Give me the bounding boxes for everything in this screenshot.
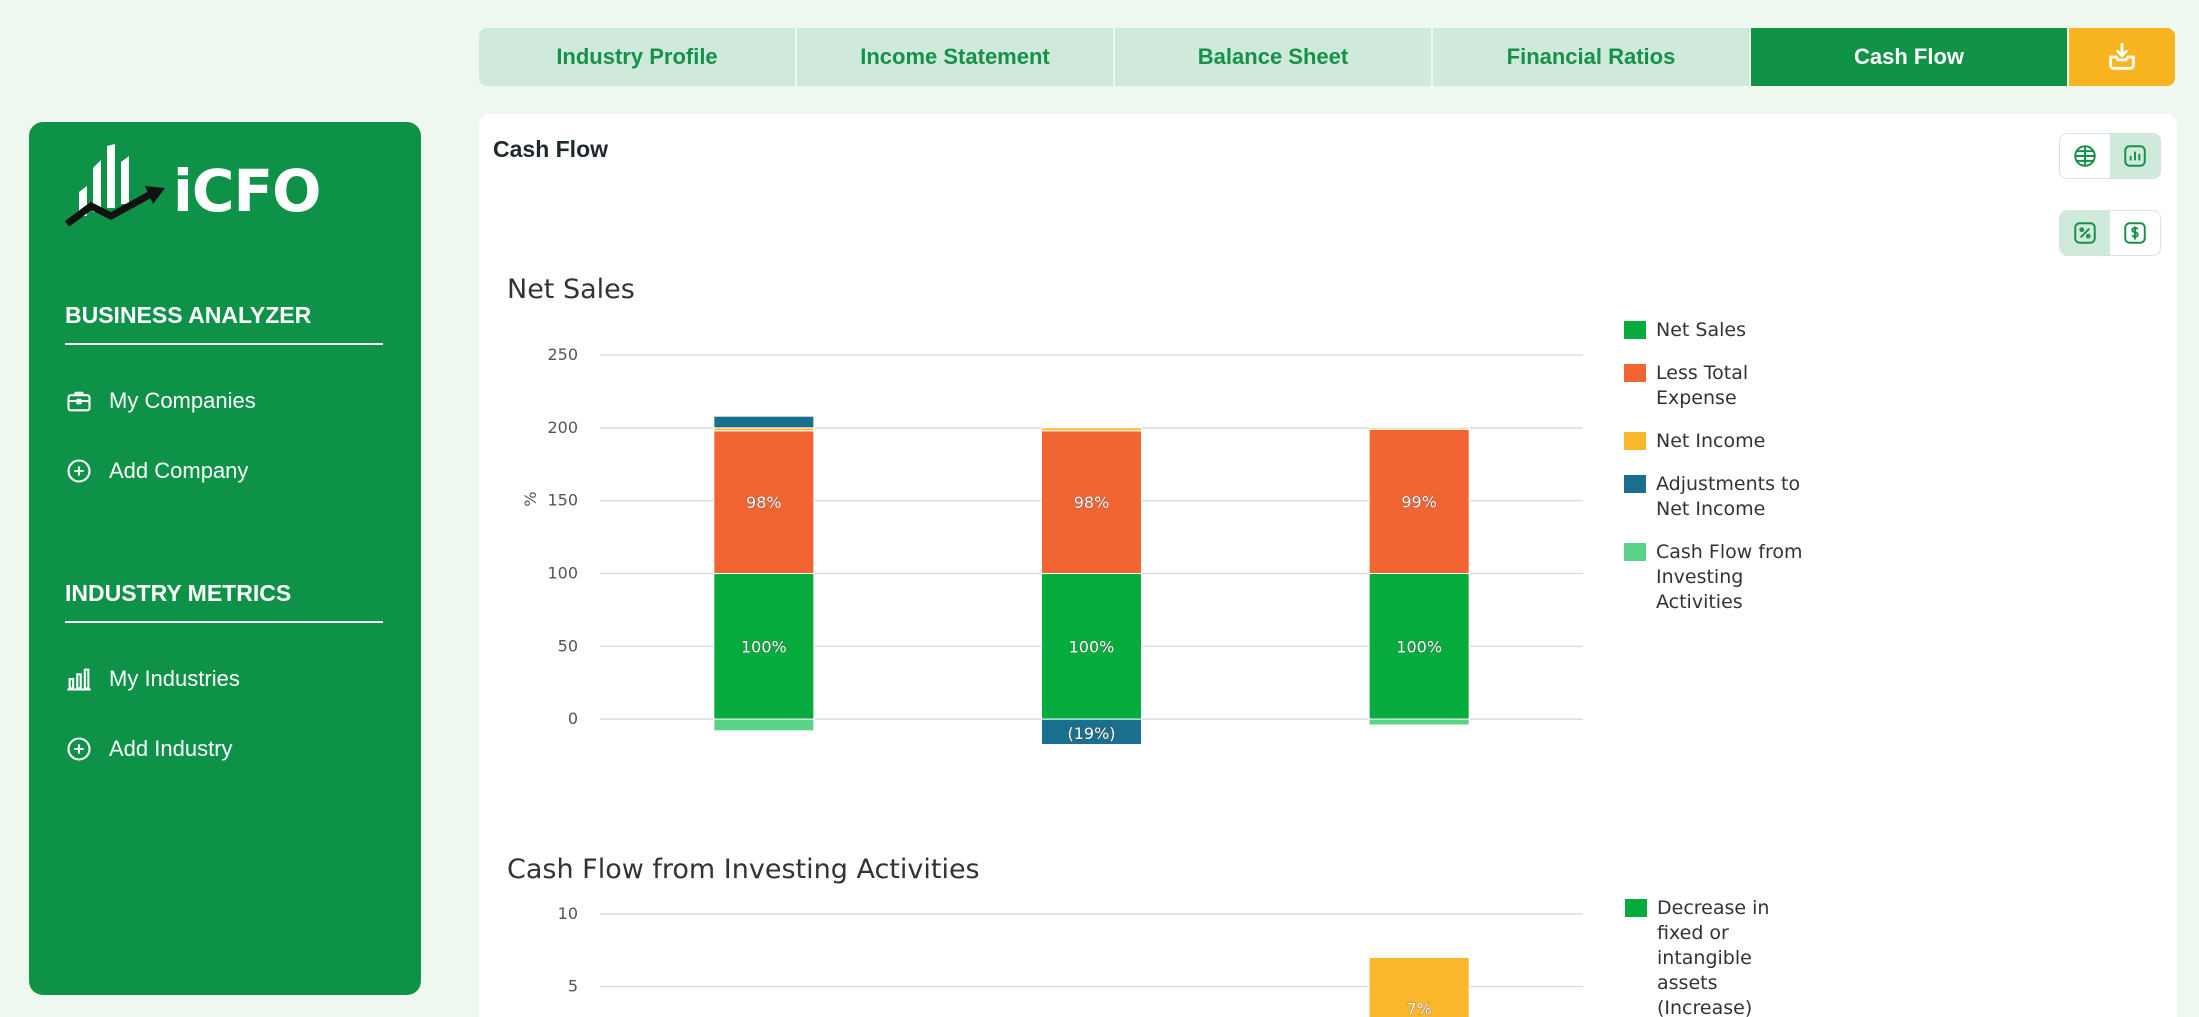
- chart-icon: [2124, 145, 2146, 167]
- plus-circle-icon: [67, 737, 91, 761]
- legend-label: Less Total Expense: [1656, 362, 1749, 409]
- view-toggle: [2059, 133, 2161, 179]
- report-tabs: Industry Profile Income Statement Balanc…: [479, 28, 2175, 86]
- chart2-title: Cash Flow from Investing Activities: [507, 854, 980, 885]
- percent-icon: [2074, 222, 2096, 244]
- y-tick-label: 150: [547, 491, 578, 510]
- legend-item-net-sales[interactable]: Net Sales: [1624, 318, 1814, 343]
- bar-cash-flow-from-investing-activities[interactable]: [1368, 718, 1470, 726]
- legend-label: Net Sales: [1656, 319, 1746, 341]
- nav-my-industries[interactable]: My Industries: [65, 665, 240, 693]
- chart1-legend: Net Sales Less Total Expense Net Income Adj…: [1624, 318, 1814, 633]
- legend-item-less-total-expense[interactable]: Less Total Expense: [1624, 361, 1814, 411]
- y-tick-label: 200: [547, 418, 578, 437]
- table-view-button[interactable]: [2060, 134, 2110, 178]
- y-tick-label: 5: [568, 977, 578, 996]
- legend-label: Adjustments to Net Income: [1656, 473, 1801, 520]
- legend-item-net-income[interactable]: Net Income: [1624, 429, 1814, 454]
- legend-item-decrease-in-fixed-or-intangible-assets-increase[interactable]: Decrease in fixed or intangible assets (…: [1625, 896, 1815, 1017]
- nav-add-company-label: Add Company: [109, 458, 249, 483]
- sidebar: iCFO BUSINESS ANALYZER My Companies Add …: [29, 122, 421, 995]
- industry-metrics-title: INDUSTRY METRICS: [65, 580, 383, 623]
- nav-add-industry[interactable]: Add Industry: [65, 735, 233, 763]
- business-analyzer-title: BUSINESS ANALYZER: [65, 302, 383, 345]
- download-button[interactable]: [2069, 28, 2175, 86]
- chart1-title: Net Sales: [507, 274, 635, 305]
- y-tick-label: 50: [558, 636, 578, 655]
- bar-less-total-expense[interactable]: [1368, 428, 1470, 574]
- percent-button[interactable]: [2060, 211, 2110, 255]
- dollar-icon: [2124, 222, 2146, 244]
- y-tick-label: 250: [547, 345, 578, 364]
- panel-title: Cash Flow: [493, 136, 609, 162]
- bar-adjustments-to-net-income[interactable]: [1041, 718, 1142, 744]
- data-label: 100%: [1396, 637, 1442, 656]
- bar-net-income[interactable]: [1041, 427, 1142, 432]
- nav-my-companies[interactable]: My Companies: [65, 387, 256, 415]
- logo-chart-icon: [65, 144, 165, 226]
- nav-my-industries-label: My Industries: [109, 666, 240, 691]
- bar-series-1[interactable]: [1368, 957, 1470, 1017]
- tab-financial-ratios[interactable]: Financial Ratios: [1433, 28, 1751, 86]
- bar-net-sales[interactable]: [713, 573, 815, 720]
- data-label: 100%: [741, 637, 787, 656]
- legend-swatch: [1624, 475, 1646, 493]
- legend-item-cash-flow-from-investing-activities[interactable]: Cash Flow from Investing Activities: [1624, 540, 1814, 615]
- bar-less-total-expense[interactable]: [713, 430, 815, 574]
- chart-view-button[interactable]: [2110, 134, 2160, 178]
- bar-less-total-expense[interactable]: [1041, 430, 1142, 574]
- y-tick-label: 0: [568, 709, 578, 728]
- tab-balance-sheet[interactable]: Balance Sheet: [1115, 28, 1433, 86]
- logo-text: iCFO: [173, 157, 321, 225]
- bar-chart-icon: [67, 668, 91, 691]
- unit-toggle: [2059, 210, 2161, 256]
- chart2-legend: Decrease in fixed or intangible assets (…: [1625, 896, 1815, 1017]
- bar-net-income[interactable]: [1368, 427, 1470, 430]
- bar-net-sales[interactable]: [1041, 573, 1142, 720]
- bar-cash-flow-from-investing-activities[interactable]: [713, 718, 815, 732]
- legend-swatch: [1624, 432, 1646, 450]
- investing-activities-chart: 10 5 7%: [558, 904, 1583, 1017]
- y-axis-label: %: [521, 492, 540, 507]
- tab-cash-flow[interactable]: Cash Flow: [1751, 28, 2069, 86]
- legend-label: Net Income: [1656, 430, 1766, 452]
- briefcase-icon: [67, 391, 91, 412]
- nav-add-industry-label: Add Industry: [109, 736, 233, 761]
- data-label: (19%): [1067, 724, 1115, 743]
- logo[interactable]: iCFO: [65, 142, 321, 226]
- data-label: 7%: [1406, 999, 1431, 1017]
- data-label: 100%: [1069, 637, 1115, 656]
- nav-my-companies-label: My Companies: [109, 388, 256, 413]
- legend-item-adjustments-to-net-income[interactable]: Adjustments to Net Income: [1624, 472, 1814, 522]
- tab-income-statement[interactable]: Income Statement: [797, 28, 1115, 86]
- dollar-button[interactable]: [2110, 211, 2160, 255]
- download-tray-icon: [2109, 42, 2135, 70]
- bar-net-sales[interactable]: [1368, 573, 1470, 720]
- tab-industry-profile[interactable]: Industry Profile: [479, 28, 797, 86]
- main-panel: Cash Flow Net Sales 250200150100500−50%1…: [479, 114, 2177, 1017]
- legend-swatch: [1624, 364, 1646, 382]
- legend-swatch: [1624, 543, 1646, 561]
- data-label: 98%: [746, 493, 782, 512]
- y-tick-label: 10: [558, 904, 578, 923]
- plus-circle-icon: [67, 459, 91, 483]
- data-label: 99%: [1401, 492, 1437, 511]
- bar-adjustments-to-net-income[interactable]: [713, 415, 815, 429]
- data-label: 98%: [1074, 493, 1110, 512]
- globe-grid-icon: [2074, 145, 2096, 167]
- y-tick-label: 100: [547, 564, 578, 583]
- legend-swatch: [1624, 321, 1646, 339]
- legend-label: Decrease in fixed or intangible assets (…: [1657, 897, 1770, 1017]
- legend-swatch: [1625, 899, 1647, 917]
- legend-label: Cash Flow from Investing Activities: [1656, 541, 1803, 613]
- nav-add-company[interactable]: Add Company: [65, 457, 248, 485]
